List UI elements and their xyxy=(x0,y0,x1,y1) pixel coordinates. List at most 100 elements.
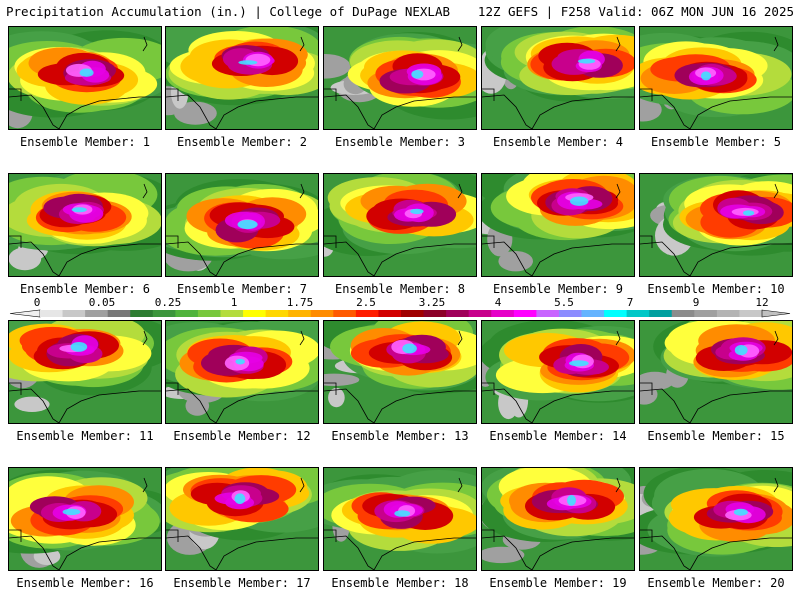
ensemble-member-label: Ensemble Member: 4 xyxy=(492,135,624,149)
colorbar-swatch xyxy=(378,310,402,317)
ensemble-member-label: Ensemble Member: 14 xyxy=(489,429,627,443)
colorbar-scale xyxy=(9,309,791,318)
colorbar-swatch xyxy=(446,310,470,317)
ensemble-member-label: Ensemble Member: 15 xyxy=(647,429,785,443)
ensemble-member-panel[interactable] xyxy=(481,26,635,130)
ensemble-member-label: Ensemble Member: 11 xyxy=(16,429,154,443)
model-run-valid-time: 12Z GEFS | F258 Valid: 06Z MON JUN 16 20… xyxy=(477,4,794,19)
ensemble-member-label: Ensemble Member: 10 xyxy=(647,282,785,296)
ensemble-member-label: Ensemble Member: 17 xyxy=(173,576,311,590)
colorbar-swatch xyxy=(423,310,447,317)
ensemble-member-panel[interactable] xyxy=(8,467,162,571)
precip-field-map xyxy=(166,321,318,423)
ensemble-member-panel[interactable] xyxy=(165,26,319,130)
ensemble-member-label: Ensemble Member: 2 xyxy=(176,135,308,149)
colorbar-swatch xyxy=(513,310,537,317)
colorbar-swatch xyxy=(40,310,64,317)
colorbar-swatch xyxy=(333,310,357,317)
ensemble-member-label: Ensemble Member: 20 xyxy=(647,576,785,590)
precip-field-map xyxy=(324,174,476,276)
colorbar-min-arrow xyxy=(9,309,41,318)
colorbar-tick-label: 7 xyxy=(626,296,634,309)
ensemble-member-panel[interactable] xyxy=(639,173,793,277)
colorbar-swatch xyxy=(536,310,560,317)
colorbar-swatch xyxy=(649,310,673,317)
colorbar-tick-label: 9 xyxy=(692,296,700,309)
ensemble-member-label: Ensemble Member: 18 xyxy=(331,576,469,590)
colorbar-swatch xyxy=(197,310,221,317)
colorbar-tick-label: 1 xyxy=(230,296,238,309)
colorbar-swatch xyxy=(558,310,582,317)
colorbar-swatch xyxy=(288,310,312,317)
precip-field-map xyxy=(482,174,634,276)
colorbar-swatch xyxy=(491,310,515,317)
ensemble-member-label: Ensemble Member: 12 xyxy=(173,429,311,443)
ensemble-member-panel[interactable] xyxy=(8,320,162,424)
ensemble-member-label: Ensemble Member: 8 xyxy=(334,282,466,296)
precip-field-map xyxy=(324,27,476,129)
colorbar-tick-label: 1.75 xyxy=(286,296,314,309)
colorbar-swatch xyxy=(130,310,154,317)
ensemble-member-label: Ensemble Member: 13 xyxy=(331,429,469,443)
ensemble-member-panel[interactable] xyxy=(323,26,477,130)
ensemble-member-label: Ensemble Member: 5 xyxy=(650,135,782,149)
colorbar-swatch xyxy=(468,310,492,317)
precip-field-map xyxy=(324,321,476,423)
colorbar-tick-label: 5.5 xyxy=(554,296,574,309)
ensemble-member-panel[interactable] xyxy=(323,173,477,277)
colorbar-swatch xyxy=(626,310,650,317)
ensemble-member-panel[interactable] xyxy=(323,467,477,571)
precip-field-map xyxy=(9,174,161,276)
colorbar-tick-label: 3.25 xyxy=(418,296,446,309)
ensemble-member-panel[interactable] xyxy=(165,467,319,571)
ensemble-member-panel[interactable] xyxy=(639,467,793,571)
ensemble-member-label: Ensemble Member: 9 xyxy=(492,282,624,296)
colorbar-tick-label: 12 xyxy=(755,296,769,309)
ensemble-member-panel[interactable] xyxy=(639,26,793,130)
ensemble-member-label: Ensemble Member: 6 xyxy=(19,282,151,296)
ensemble-member-panel[interactable] xyxy=(165,173,319,277)
precip-field-map xyxy=(482,27,634,129)
precip-field-map xyxy=(324,468,476,570)
ensemble-member-label: Ensemble Member: 16 xyxy=(16,576,154,590)
precip-field-map xyxy=(166,27,318,129)
colorbar-tick-label: 0.25 xyxy=(154,296,182,309)
precip-field-map xyxy=(482,321,634,423)
precip-field-map xyxy=(640,27,792,129)
precip-field-map xyxy=(166,468,318,570)
ensemble-member-panel[interactable] xyxy=(8,26,162,130)
colorbar-swatch xyxy=(694,310,718,317)
ensemble-member-label: Ensemble Member: 3 xyxy=(334,135,466,149)
ensemble-member-label: Ensemble Member: 19 xyxy=(489,576,627,590)
precip-field-map xyxy=(640,468,792,570)
ensemble-member-panel[interactable] xyxy=(481,320,635,424)
precipitation-colorbar: 0 0.05 0.25 1 1.75 2.5 3.25 4 5.5 7 9 12 xyxy=(0,296,800,322)
ensemble-member-panel[interactable] xyxy=(323,320,477,424)
ensemble-member-panel[interactable] xyxy=(481,173,635,277)
precip-field-map xyxy=(640,321,792,423)
colorbar-swatch xyxy=(220,310,244,317)
colorbar-tick-label: 2.5 xyxy=(356,296,376,309)
colorbar-swatch xyxy=(355,310,379,317)
ensemble-member-panel[interactable] xyxy=(165,320,319,424)
colorbar-tick-label: 4 xyxy=(494,296,502,309)
colorbar-swatch xyxy=(62,310,86,317)
ensemble-member-panel[interactable] xyxy=(8,173,162,277)
colorbar-swatch xyxy=(152,310,176,317)
precip-field-map xyxy=(9,321,161,423)
colorbar-swatch xyxy=(107,310,131,317)
colorbar-max-arrow xyxy=(761,309,791,318)
colorbar-swatch xyxy=(401,310,425,317)
colorbar-swatch xyxy=(265,310,289,317)
ensemble-member-panel[interactable] xyxy=(639,320,793,424)
colorbar-swatch xyxy=(243,310,267,317)
colorbar-swatch xyxy=(581,310,605,317)
colorbar-tick-label: 0.05 xyxy=(88,296,116,309)
ensemble-member-panel[interactable] xyxy=(481,467,635,571)
colorbar-swatch xyxy=(604,310,628,317)
precip-field-map xyxy=(482,468,634,570)
map-title: Precipitation Accumulation (in.) | Colle… xyxy=(6,4,451,19)
ensemble-member-label: Ensemble Member: 7 xyxy=(176,282,308,296)
ensemble-member-label: Ensemble Member: 1 xyxy=(19,135,151,149)
precip-field-map xyxy=(9,27,161,129)
